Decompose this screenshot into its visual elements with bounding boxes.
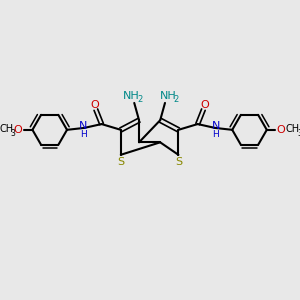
Text: H: H <box>80 130 87 139</box>
Text: 3: 3 <box>11 129 16 138</box>
Text: H: H <box>212 130 219 139</box>
Text: 3: 3 <box>297 129 300 138</box>
Text: S: S <box>175 158 182 167</box>
Text: O: O <box>200 100 209 110</box>
Text: 2: 2 <box>174 94 179 103</box>
Text: NH: NH <box>123 91 140 101</box>
Text: CH: CH <box>286 124 300 134</box>
Text: S: S <box>117 158 124 167</box>
Text: N: N <box>79 121 88 131</box>
Text: N: N <box>212 121 220 131</box>
Text: O: O <box>277 125 286 135</box>
Text: 2: 2 <box>137 94 142 103</box>
Text: CH: CH <box>0 124 14 134</box>
Text: O: O <box>14 125 22 135</box>
Text: NH: NH <box>160 91 176 101</box>
Text: O: O <box>91 100 99 110</box>
